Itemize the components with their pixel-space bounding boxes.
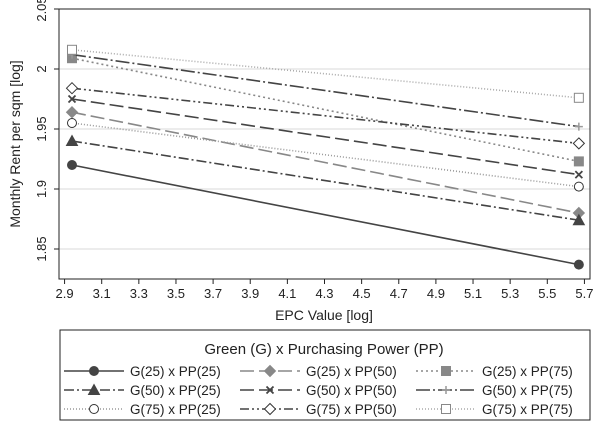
data-point — [66, 160, 77, 170]
x-tick-label: 5.3 — [501, 286, 519, 301]
data-point — [66, 44, 77, 55]
x-axis-label: EPC Value [log] — [275, 307, 373, 323]
legend-label: G(50) x PP(50) — [306, 383, 397, 398]
x-tick-label: 4.3 — [315, 286, 333, 301]
legend-label: G(75) x PP(50) — [306, 402, 397, 417]
x-axis: 2.9 3.1 3.3 3.5 3.7 3.9 4.1 4.3 4.5 4.7 4.9 5.1 5.3 5… — [56, 279, 593, 301]
plot-area — [65, 44, 586, 270]
series-line — [71, 53, 579, 128]
x-tick-label: 5.5 — [538, 286, 556, 301]
x-tick-label: 5.7 — [575, 286, 593, 301]
grid-lines — [59, 8, 590, 250]
series-line — [71, 57, 580, 163]
series-line — [71, 49, 579, 99]
legend-marker — [263, 364, 277, 378]
series-5 — [67, 94, 583, 179]
data-point — [572, 213, 586, 226]
legend-marker — [441, 404, 451, 414]
legend-item: G(25) x PP(25) — [64, 364, 221, 379]
legend-marker — [263, 402, 277, 416]
series-4 — [65, 134, 586, 226]
data-point — [573, 259, 584, 270]
legend-item: G(50) x PP(75) — [416, 383, 573, 398]
legend-label: G(25) x PP(25) — [130, 364, 221, 379]
legend-label: G(75) x PP(25) — [130, 402, 221, 417]
series-line — [71, 111, 580, 214]
series-9 — [66, 44, 584, 103]
legend-title: Green (G) x Purchasing Power (PP) — [204, 341, 443, 358]
series-7 — [66, 118, 584, 192]
y-tick-label: 1.85 — [34, 236, 49, 261]
legend-item: G(50) x PP(50) — [240, 383, 397, 398]
legend-marker — [89, 404, 99, 414]
y-axis-label: Monthly Rent per sqm [log] — [7, 60, 23, 227]
legend-item: G(75) x PP(50) — [240, 402, 397, 417]
y-tick-label: 1.95 — [34, 116, 49, 141]
x-tick-label: 3.7 — [204, 286, 222, 301]
series-line — [71, 87, 579, 145]
x-tick-label: 4.7 — [390, 286, 408, 301]
series-line — [71, 164, 580, 266]
x-tick-label: 4.5 — [353, 286, 371, 301]
x-tick-label: 4.9 — [427, 286, 445, 301]
legend-item: G(75) x PP(25) — [64, 402, 221, 417]
data-point — [574, 122, 583, 131]
series-line — [71, 140, 579, 221]
series-1 — [66, 160, 584, 270]
data-point — [65, 105, 79, 119]
legend-label: G(25) x PP(75) — [482, 364, 573, 379]
data-point — [67, 94, 77, 104]
legend-item: G(25) x PP(50) — [240, 364, 397, 379]
y-tick-label: 1.9 — [34, 180, 49, 198]
x-tick-label: 3.5 — [167, 286, 185, 301]
legend-label: G(50) x PP(75) — [482, 383, 573, 398]
legend-label: G(25) x PP(50) — [306, 364, 397, 379]
legend-item: G(50) x PP(25) — [64, 383, 221, 398]
y-tick-label: 2.05 — [34, 0, 49, 22]
series-3 — [66, 53, 584, 167]
legend-marker — [265, 385, 275, 395]
legend-label: G(75) x PP(75) — [482, 402, 573, 417]
y-tick-label: 2 — [34, 65, 49, 72]
series-line — [71, 98, 579, 176]
data-point — [573, 156, 584, 167]
legend-marker — [441, 366, 451, 376]
x-tick-label: 3.3 — [130, 286, 148, 301]
data-point — [66, 118, 77, 128]
data-point — [573, 181, 584, 192]
legend-item: G(25) x PP(75) — [416, 364, 573, 379]
series-8 — [65, 81, 586, 150]
x-tick-label: 3.9 — [241, 286, 259, 301]
legend-marker — [87, 383, 101, 395]
data-point — [572, 137, 586, 150]
series-2 — [65, 105, 586, 220]
plot-frame — [58, 8, 591, 280]
x-tick-label: 4.1 — [278, 286, 296, 301]
legend-label: G(50) x PP(25) — [130, 383, 221, 398]
legend-marker — [442, 386, 450, 394]
y-axis: 1.85 1.9 1.95 2 2.05 — [34, 0, 59, 262]
x-tick-label: 2.9 — [56, 286, 74, 301]
legend-marker — [89, 366, 99, 376]
data-point — [573, 92, 584, 103]
data-point — [65, 81, 79, 95]
series-line — [71, 122, 579, 188]
x-tick-label: 5.1 — [464, 286, 482, 301]
data-point — [65, 134, 79, 146]
data-point — [574, 170, 583, 179]
legend-box — [59, 329, 591, 421]
legend: Green (G) x Purchasing Power (PP) G(25) … — [59, 329, 591, 421]
legend-item: G(75) x PP(75) — [416, 402, 573, 417]
x-tick-label: 3.1 — [93, 286, 111, 301]
